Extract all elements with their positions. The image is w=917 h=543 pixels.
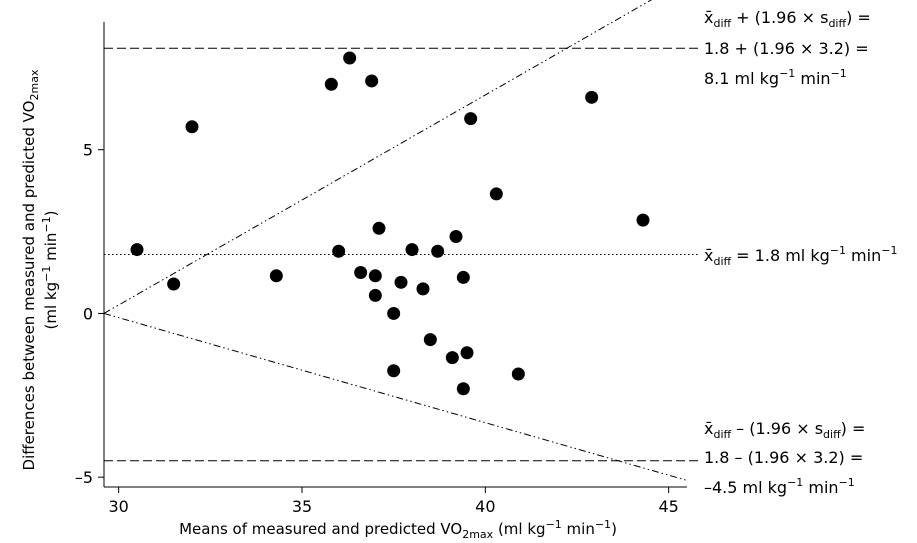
data-point bbox=[511, 367, 525, 381]
data-point bbox=[387, 364, 401, 378]
y-tick-label: 0 bbox=[83, 304, 93, 323]
data-point bbox=[585, 90, 599, 104]
svg-text:1.8 + (1.96 × 3.2) =: 1.8 + (1.96 × 3.2) = bbox=[704, 39, 869, 58]
data-point bbox=[365, 74, 379, 88]
y-tick-label: –5 bbox=[75, 468, 93, 487]
data-point bbox=[489, 187, 503, 201]
data-point bbox=[324, 77, 338, 91]
data-points bbox=[130, 51, 650, 396]
data-point bbox=[269, 269, 283, 283]
plot-area: 30 35 40 45 –5 0 5 bbox=[75, 0, 698, 516]
lower-limit-annotation: x̄diff – (1.96 × sdiff) = 1.8 – (1.96 × … bbox=[704, 419, 865, 497]
data-point bbox=[387, 306, 401, 320]
y-tick-label: 5 bbox=[83, 141, 93, 160]
data-point bbox=[464, 112, 478, 126]
data-point bbox=[405, 243, 419, 257]
data-point bbox=[343, 51, 357, 65]
data-point bbox=[456, 270, 470, 284]
data-point bbox=[445, 351, 459, 365]
data-point bbox=[372, 221, 386, 235]
data-point bbox=[167, 277, 181, 291]
data-point bbox=[460, 346, 474, 360]
y-axis-title: Differences between measured and predict… bbox=[20, 69, 60, 470]
data-point bbox=[332, 244, 346, 258]
data-point bbox=[431, 244, 445, 258]
data-point bbox=[130, 243, 144, 257]
svg-text:(ml kg−1 min−1): (ml kg−1 min−1) bbox=[40, 211, 60, 330]
data-point bbox=[185, 120, 199, 134]
data-point bbox=[368, 288, 382, 302]
svg-text:x̄diff + (1.96 × sdiff) =: x̄diff + (1.96 × sdiff) = bbox=[704, 8, 871, 30]
data-point bbox=[416, 282, 430, 296]
data-point bbox=[456, 382, 470, 396]
mean-annotation: x̄diff = 1.8 ml kg−1 min−1 bbox=[704, 244, 897, 268]
x-tick-label: 40 bbox=[475, 497, 495, 516]
x-axis-title: Means of measured and predicted VO2max (… bbox=[179, 518, 617, 541]
upper-limit-annotation: x̄diff + (1.96 × sdiff) = 1.8 + (1.96 × … bbox=[704, 8, 871, 88]
data-point bbox=[636, 213, 650, 227]
data-point bbox=[449, 229, 463, 243]
data-point bbox=[354, 266, 368, 280]
svg-text:x̄diff = 1.8 ml kg−1 min−1: x̄diff = 1.8 ml kg−1 min−1 bbox=[704, 244, 897, 268]
axis-ticks: 30 35 40 45 –5 0 5 bbox=[75, 141, 679, 516]
svg-text:–4.5 ml kg−1 min−1: –4.5 ml kg−1 min−1 bbox=[704, 476, 855, 497]
lower-diagonal-line bbox=[103, 312, 688, 481]
upper-diagonal-line bbox=[103, 0, 653, 314]
data-point bbox=[394, 275, 408, 289]
data-point bbox=[368, 269, 382, 283]
x-tick-label: 45 bbox=[658, 497, 678, 516]
data-point bbox=[423, 333, 437, 347]
svg-text:Differences between measured a: Differences between measured and predict… bbox=[20, 69, 41, 470]
x-tick-label: 35 bbox=[292, 497, 312, 516]
x-tick-label: 30 bbox=[108, 497, 128, 516]
svg-text:1.8 – (1.96 × 3.2) =: 1.8 – (1.96 × 3.2) = bbox=[704, 448, 863, 467]
svg-text:x̄diff – (1.96 × sdiff) =: x̄diff – (1.96 × sdiff) = bbox=[704, 419, 865, 441]
svg-text:8.1 ml kg−1 min−1: 8.1 ml kg−1 min−1 bbox=[704, 67, 847, 88]
